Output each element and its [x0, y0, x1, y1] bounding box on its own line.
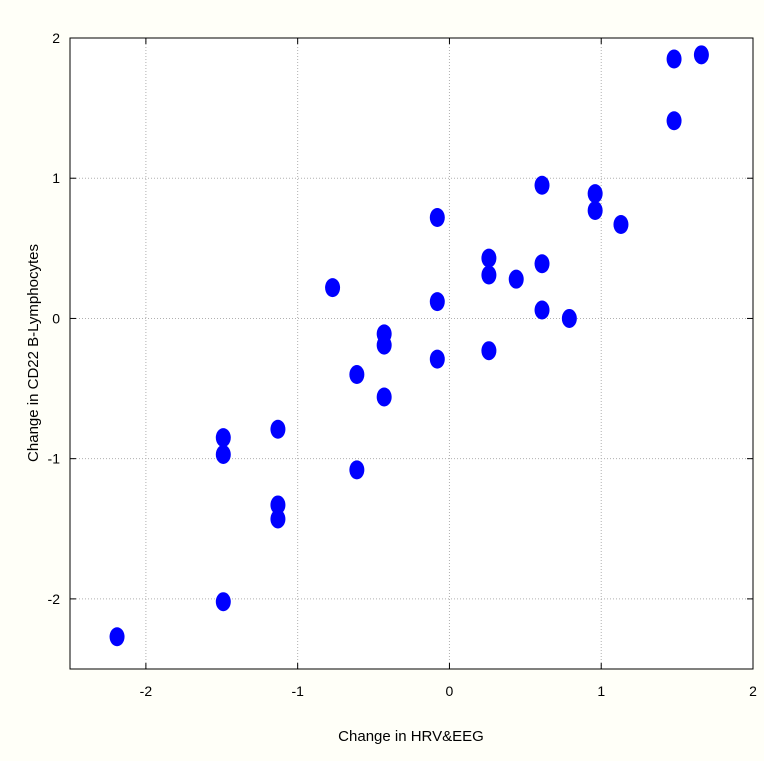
data-point — [613, 214, 629, 234]
data-point — [508, 269, 524, 289]
y-tick-label: 0 — [52, 310, 60, 326]
data-point — [534, 300, 550, 320]
y-axis-label: Change in CD22 B-Lymphocytes — [25, 244, 42, 462]
x-tick-labels: -2 -1 0 1 2 — [140, 683, 757, 699]
y-tick-label: -2 — [48, 591, 61, 607]
data-point — [587, 184, 603, 204]
y-tick-label: -1 — [48, 451, 61, 467]
data-point — [109, 627, 125, 647]
data-point — [534, 254, 550, 274]
x-axis-label: Change in HRV&EEG — [338, 728, 484, 745]
data-point — [481, 341, 497, 361]
y-tick-label: 2 — [52, 30, 60, 46]
data-point — [587, 200, 603, 220]
x-tick-label: 2 — [749, 683, 757, 699]
data-point — [429, 207, 445, 227]
data-point — [349, 365, 365, 385]
data-point — [429, 292, 445, 312]
data-point — [376, 324, 392, 344]
data-point — [666, 111, 682, 131]
data-points — [109, 45, 709, 647]
data-point — [429, 349, 445, 369]
data-point — [215, 428, 231, 448]
x-tick-label: 0 — [446, 683, 454, 699]
x-tick-label: 1 — [597, 683, 605, 699]
plot-area — [70, 38, 753, 669]
plot-frame — [69, 37, 754, 670]
y-tick-labels: -2 -1 0 1 2 — [48, 30, 61, 607]
data-point — [325, 278, 341, 298]
data-point — [481, 265, 497, 285]
data-point — [270, 495, 286, 515]
x-tick-label: -1 — [291, 683, 304, 699]
y-tick-label: 1 — [52, 170, 60, 186]
data-point — [270, 419, 286, 439]
data-point — [215, 592, 231, 612]
data-point — [693, 45, 709, 65]
grid-lines — [70, 38, 753, 669]
data-point — [376, 387, 392, 407]
data-point — [561, 308, 577, 328]
x-tick-label: -2 — [140, 683, 153, 699]
data-point — [349, 460, 365, 480]
data-point — [215, 444, 231, 464]
data-point — [270, 509, 286, 529]
data-point — [481, 248, 497, 268]
data-point — [666, 49, 682, 69]
data-point — [534, 175, 550, 195]
